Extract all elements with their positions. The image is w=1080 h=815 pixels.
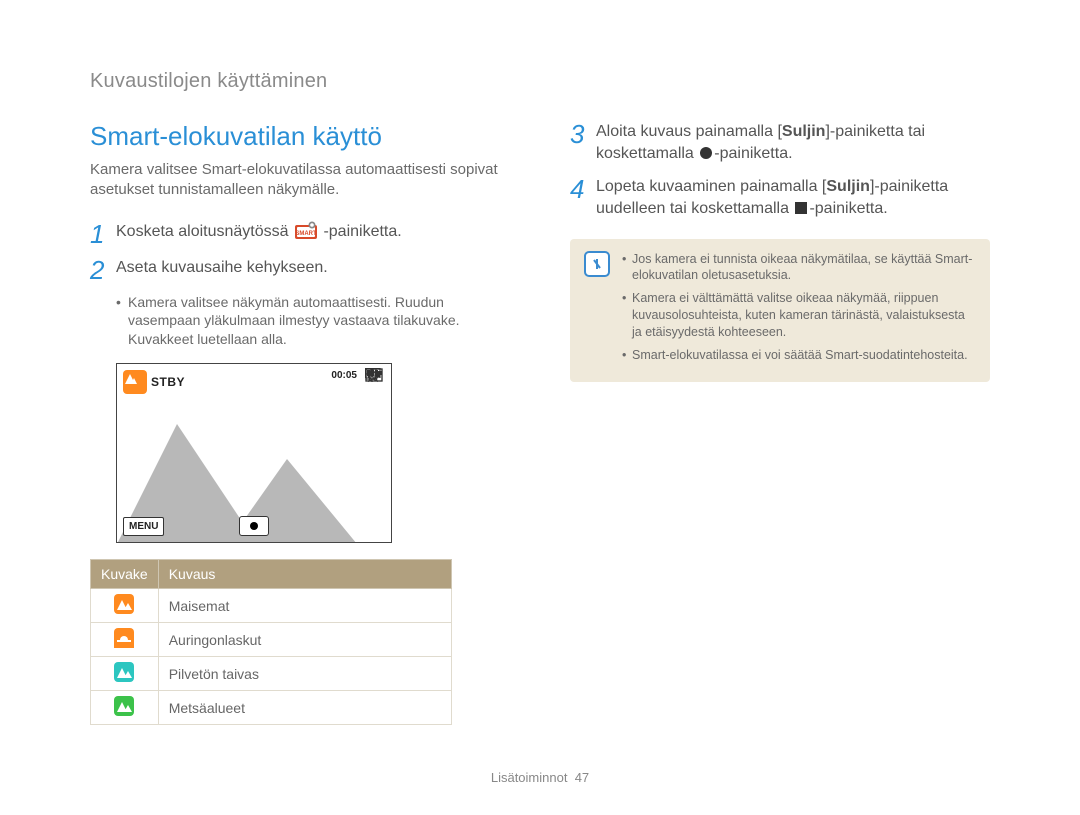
stby-label: STBY [151,375,185,389]
record-button[interactable] [239,516,269,536]
camera-preview: STBY 00:05 HD 30 MENU [116,363,392,543]
table-cell-desc: Auringonlaskut [158,623,451,657]
step-2: 2 Aseta kuvausaihe kehykseen. [90,257,510,283]
step-number: 3 [570,121,596,166]
th-icon: Kuvake [91,560,159,589]
table-cell-desc: Maisemat [158,589,451,623]
step-3: 3 Aloita kuvaus painamalla [Suljin]-pain… [570,121,990,166]
table-cell-desc: Metsäalueet [158,691,451,725]
resolution-icon: HD [365,408,385,422]
table-row: Metsäalueet [91,691,452,725]
stop-square-icon [795,202,807,214]
note-box: Jos kamera ei tunnista oikeaa näkymätila… [570,239,990,382]
quality-icon: 30 [365,428,385,442]
step-4-pre: Lopeta kuvaaminen painamalla [ [596,178,826,195]
smart-mode-icon: SMART [295,221,317,246]
table-row: Auringonlaskut [91,623,452,657]
step-3-pre: Aloita kuvaus painamalla [ [596,123,782,140]
step-1-pre: Kosketa aloitusnäytössä [116,223,293,240]
note-item: Kamera ei välttämättä valitse oikeaa näk… [622,290,976,341]
mic-icon [365,448,385,462]
stabilizer-icon [365,468,385,482]
table-row: Maisemat [91,589,452,623]
table-row: Pilvetön taivas [91,657,452,691]
icon-table: Kuvake Kuvaus MaisematAuringonlaskutPilv… [90,559,452,725]
table-cell-desc: Pilvetön taivas [158,657,451,691]
step-2-bullet: Kamera valitsee näkymän automaattisesti.… [116,293,510,350]
sky-icon [91,657,159,691]
note-item: Smart-elokuvatilassa ei voi säätää Smart… [622,347,976,364]
step-4: 4 Lopeta kuvaaminen painamalla [Suljin]-… [570,176,990,221]
note-icon [584,251,610,277]
step-1: 1 Kosketa aloitusnäytössä SMART -painike… [90,221,510,247]
sunset-icon [91,623,159,657]
note-item: Jos kamera ei tunnista oikeaa näkymätila… [622,251,976,285]
intro-text: Kamera valitsee Smart-elokuvatilassa aut… [90,160,510,201]
menu-button[interactable]: MENU [123,517,164,536]
step-1-post: -painiketta. [323,223,401,240]
right-column: 3 Aloita kuvaus painamalla [Suljin]-pain… [570,121,990,725]
battery-icon [365,388,385,402]
step-4-bold: Suljin [826,178,870,195]
step-number: 1 [90,221,116,247]
step-number: 2 [90,257,116,283]
footer-section: Lisätoiminnot [491,770,568,785]
page-title: Smart-elokuvatilan käyttö [90,121,510,152]
forest-icon [91,691,159,725]
recording-time: 00:05 [331,370,357,381]
step-4-post: -painiketta. [809,200,887,217]
footer-page: 47 [575,770,589,785]
step-2-bullet-text: Kamera valitsee näkymän automaattisesti.… [116,293,510,350]
step-3-post: -painiketta. [714,145,792,162]
page-footer: Lisätoiminnot 47 [0,770,1080,785]
status-icons: HD 30 [365,368,385,482]
step-2-text: Aseta kuvausaihe kehykseen. [116,257,328,283]
svg-text:SMART: SMART [295,231,317,237]
step-number: 4 [570,176,596,221]
step-3-bold: Suljin [782,123,826,140]
th-desc: Kuvaus [158,560,451,589]
landscape-icon [91,589,159,623]
left-column: Smart-elokuvatilan käyttö Kamera valitse… [90,121,510,725]
breadcrumb: Kuvaustilojen käyttäminen [90,70,990,93]
scene-mode-icon [123,370,147,394]
record-dot-icon [700,147,712,159]
